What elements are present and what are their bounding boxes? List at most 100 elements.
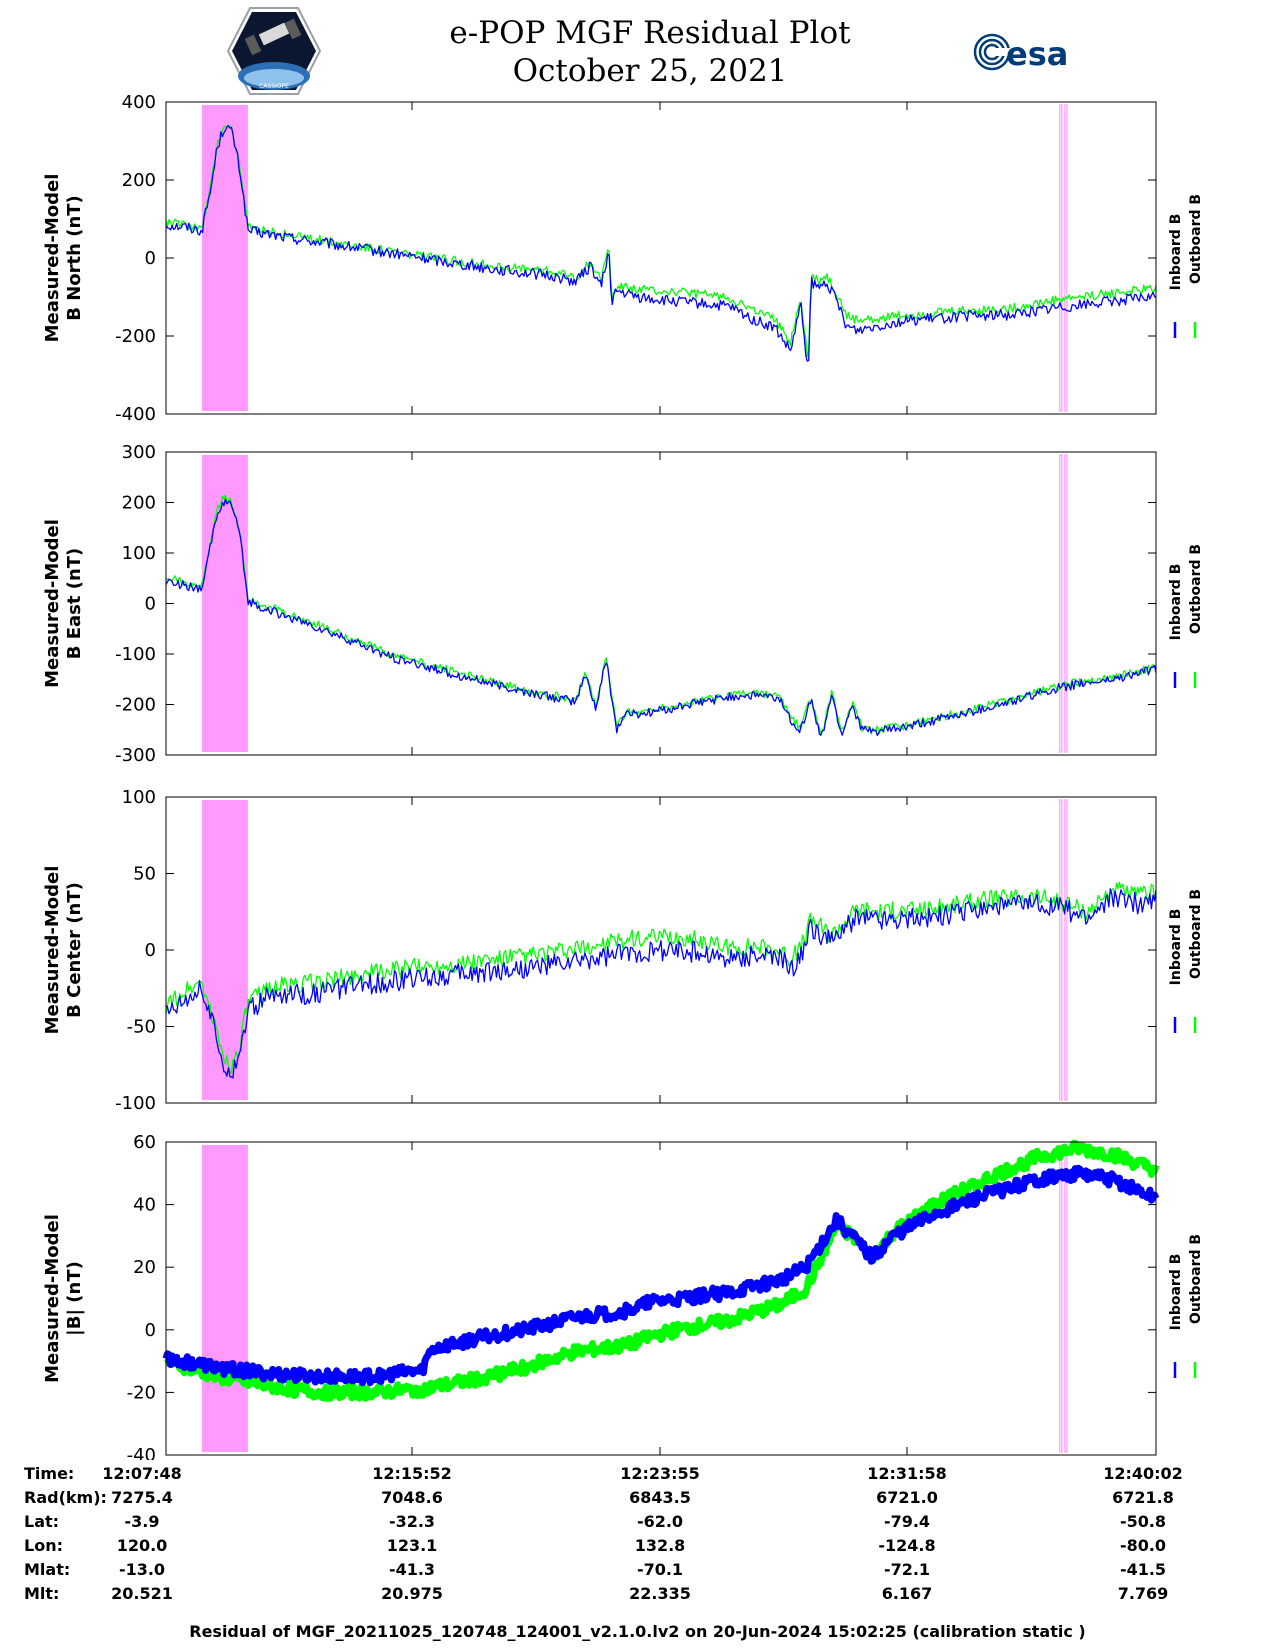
series-line-east-outboard <box>165 494 1157 735</box>
plot-title: e-POP MGF Residual Plot October 25, 2021 <box>400 14 900 90</box>
cassiope-logo: CASSIOPE <box>226 7 322 95</box>
y-tick-label-east-4: -100 <box>115 644 156 665</box>
ephemeris-value: 6.167 <box>881 1584 933 1603</box>
highlight-span-center-1 <box>1059 799 1063 1101</box>
y-tick-label-east-6: -300 <box>115 745 156 766</box>
ephemeris-value: -80.0 <box>1119 1536 1167 1555</box>
highlight-span-center-0 <box>201 800 248 1100</box>
y-tick-label-north-3: -200 <box>115 326 156 347</box>
y-tick-label-center-2: 0 <box>145 940 156 961</box>
y-tick-label-east-5: -200 <box>115 695 156 716</box>
mission-logo-text: CASSIOPE <box>259 83 289 90</box>
footer-caption: Residual of MGF_20211025_120748_124001_v… <box>189 1622 1086 1641</box>
legend-outboard-label-north: Outboard B <box>1188 194 1204 284</box>
highlight-span-east-1 <box>1059 454 1063 753</box>
ephemeris-value: 7275.4 <box>111 1488 173 1507</box>
ephemeris-value: -32.3 <box>388 1512 436 1531</box>
y-tick-label-north-1: 200 <box>122 170 156 191</box>
series-line-center-inboard <box>165 888 1157 1079</box>
ephemeris-value: 6843.5 <box>629 1488 691 1507</box>
ephemeris-label: Mlat: <box>24 1560 71 1579</box>
ephemeris-value: 132.8 <box>634 1536 686 1555</box>
ephemeris-label: Time: <box>24 1464 75 1483</box>
highlight-span-north-0 <box>201 105 248 411</box>
y-axis-label-east: Measured-ModelB East (nT) <box>42 519 85 688</box>
highlight-span-east-2 <box>1064 454 1068 753</box>
ephemeris-value: -72.1 <box>883 1560 931 1579</box>
plot-frame-north <box>165 101 1157 415</box>
y-tick-label-east-3: 0 <box>145 594 156 615</box>
ephemeris-value: 20.521 <box>111 1584 173 1603</box>
series-line-center-outboard <box>165 881 1157 1075</box>
ephemeris-value: 7.769 <box>1117 1584 1169 1603</box>
ephemeris-row: Lon: 120.0 123.1 132.8 -124.8 -80.0 <box>0 1536 1275 1560</box>
ephemeris-label: Mlt: <box>24 1584 60 1603</box>
y-tick-label-north-2: 0 <box>145 248 156 269</box>
ephemeris-value: -13.0 <box>118 1560 166 1579</box>
legend-inboard-label-center: Inboard B <box>1168 909 1184 986</box>
y-tick-label-magnitude-0: 60 <box>133 1132 156 1153</box>
y-tick-label-magnitude-1: 40 <box>133 1195 156 1216</box>
y-axis-label-line1-magnitude: Measured-Model <box>42 1214 63 1383</box>
legend-outboard-label-magnitude: Outboard B <box>1188 1234 1204 1324</box>
legend-outboard-label-center: Outboard B <box>1188 889 1204 979</box>
ephemeris-value: -79.4 <box>883 1512 931 1531</box>
y-tick-label-north-0: 400 <box>122 92 156 113</box>
y-tick-label-center-0: 100 <box>122 787 156 808</box>
highlight-span-north-2 <box>1064 104 1068 412</box>
y-tick-label-magnitude-5: -40 <box>127 1445 156 1460</box>
ephemeris-table: Time: 12:07:48 12:15:52 12:23:55 12:31:58 12:… <box>0 1464 1275 1634</box>
series-line-north-outboard <box>165 124 1157 358</box>
legend-inboard-label-east: Inboard B <box>1168 564 1184 641</box>
y-axis-label-line2-east: B East (nT) <box>64 548 85 660</box>
ephemeris-value: 20.975 <box>381 1584 443 1603</box>
y-tick-label-north-4: -400 <box>115 404 156 425</box>
ephemeris-value: 22.335 <box>629 1584 691 1603</box>
legend-inboard-label-magnitude: Inboard B <box>1168 1254 1184 1331</box>
series-line-magnitude-inboard <box>162 1164 1160 1387</box>
y-tick-label-magnitude-3: 0 <box>145 1320 156 1341</box>
ephemeris-value: 12:07:48 <box>102 1464 182 1483</box>
highlight-span-center-2 <box>1064 799 1068 1101</box>
y-axis-label-line1-east: Measured-Model <box>42 519 63 688</box>
y-tick-label-east-2: 100 <box>122 543 156 564</box>
plot-frame-magnitude <box>165 1141 1157 1456</box>
series-line-north-inboard <box>165 125 1157 362</box>
panel-east: 300 200 100 0 -100 -200 -300 Measured-ModelB Ea… <box>42 442 1204 766</box>
y-axis-label-line1-center: Measured-Model <box>42 866 63 1035</box>
plot-frame-center <box>165 796 1157 1104</box>
ephemeris-row: Rad(km): 7275.4 7048.6 6843.5 6721.0 6721.8 <box>0 1488 1275 1512</box>
ephemeris-value: 120.0 <box>116 1536 168 1555</box>
ephemeris-row: Lat: -3.9 -32.3 -62.0 -79.4 -50.8 <box>0 1512 1275 1536</box>
y-axis-label-magnitude: Measured-Model|B| (nT) <box>42 1214 85 1383</box>
ephemeris-value: -62.0 <box>636 1512 684 1531</box>
panel-center: 100 50 0 -50 -100 Measured-ModelB Center (nT)… <box>42 787 1204 1114</box>
esa-logo-text: esa <box>1006 35 1068 73</box>
ephemeris-row: Mlt: 20.521 20.975 22.335 6.167 7.769 <box>0 1584 1275 1608</box>
ephemeris-value: 7048.6 <box>381 1488 443 1507</box>
y-axis-label-line2-center: B Center (nT) <box>64 882 85 1018</box>
y-tick-label-center-1: 50 <box>133 864 156 885</box>
ephemeris-row: Mlat: -13.0 -41.3 -70.1 -72.1 -41.5 <box>0 1560 1275 1584</box>
panel-magnitude: 60 40 20 0 -20 -40 Measured-Model|B| (nT) Inboa… <box>42 1132 1204 1460</box>
esa-logo: esa <box>973 33 1068 73</box>
ephemeris-row: Time: 12:07:48 12:15:52 12:23:55 12:31:58 12:… <box>0 1464 1275 1488</box>
highlight-span-magnitude-1 <box>1059 1144 1063 1453</box>
ephemeris-value: 6721.0 <box>876 1488 938 1507</box>
ephemeris-value: 6721.8 <box>1112 1488 1174 1507</box>
ephemeris-value: 123.1 <box>386 1536 438 1555</box>
ephemeris-label: Lat: <box>24 1512 60 1531</box>
y-axis-label-line1-north: Measured-Model <box>42 174 63 343</box>
y-tick-label-magnitude-2: 20 <box>133 1257 156 1278</box>
highlight-span-magnitude-0 <box>201 1145 248 1452</box>
highlight-span-magnitude-2 <box>1064 1144 1068 1453</box>
ephemeris-value: -50.8 <box>1119 1512 1167 1531</box>
y-tick-label-center-4: -100 <box>115 1093 156 1114</box>
y-tick-label-center-3: -50 <box>127 1017 156 1038</box>
ephemeris-value: -41.5 <box>1119 1560 1167 1579</box>
plot-title-line1: e-POP MGF Residual Plot <box>449 15 851 51</box>
y-axis-label-north: Measured-ModelB North (nT) <box>42 174 85 343</box>
series-line-magnitude-outboard <box>164 1139 1160 1402</box>
y-tick-label-east-0: 300 <box>122 442 156 463</box>
y-axis-label-line2-magnitude: |B| (nT) <box>64 1261 85 1336</box>
